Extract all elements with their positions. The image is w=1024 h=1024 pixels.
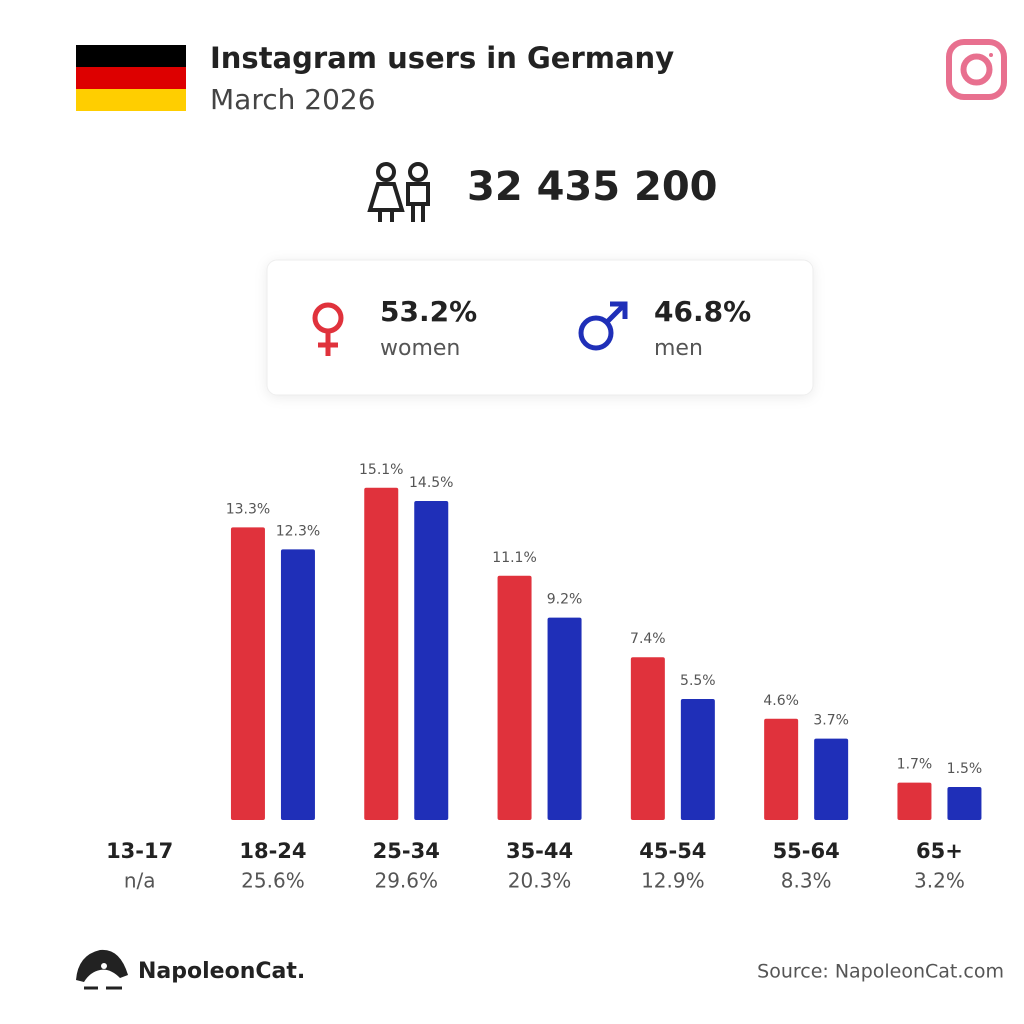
total-users: 32 435 200 [467,164,718,210]
bar [814,738,849,820]
category-label: 18-24 [239,839,306,863]
category-total: 25.6% [241,869,305,893]
women-share: 53.2% [380,295,477,328]
bar [947,787,982,820]
flag [76,45,186,111]
category-total: 12.9% [641,869,705,893]
category-label: 13-17 [106,839,173,863]
value-label: 9.2% [547,592,583,608]
users-icon [367,162,430,222]
value-label: 3.7% [813,713,849,729]
female-symbol [312,302,344,356]
male-symbol [578,301,628,351]
category-label: 65+ [916,839,963,863]
men-share: 46.8% [654,295,751,328]
gender-box [266,259,814,396]
category-total: 3.2% [914,869,965,893]
category-label: 45-54 [639,839,706,863]
subtitle: March 2026 [210,83,376,116]
bar [414,501,449,820]
women-label: women [380,336,460,361]
value-label: 15.1% [359,462,403,478]
category-total: 29.6% [374,869,438,893]
category-total: 8.3% [781,869,832,893]
source: Source: NapoleonCat.com [757,961,1004,983]
category-label: 35-44 [506,839,573,863]
bar [764,718,799,820]
value-label: 1.5% [947,761,983,777]
category-total: 20.3% [508,869,572,893]
bar [230,527,265,820]
value-label: 14.5% [409,475,453,491]
bar [680,699,715,820]
bar [547,617,582,820]
category-label: 55-64 [773,839,840,863]
title: Instagram users in Germany [210,41,674,75]
value-label: 11.1% [492,550,536,566]
bar [280,549,315,820]
bar [364,487,399,820]
category-label: 25-34 [373,839,440,863]
value-label: 12.3% [276,523,320,539]
value-label: 7.4% [630,631,666,647]
bar [897,782,932,820]
instagram-icon [946,39,1007,100]
bar [630,657,665,820]
value-label: 4.6% [763,693,799,709]
men-label: men [654,336,703,361]
value-label: 13.3% [226,501,270,517]
bar-chart: 13-17 n/a 18-24 25.6% 13.3% 12.3% 25-34 29.6% 15… [106,462,982,893]
napoleoncat-logo [76,949,128,990]
bar [497,575,532,820]
brand: NapoleonCat. [138,959,305,984]
value-label: 1.7% [897,757,933,773]
category-total: n/a [124,869,156,893]
value-label: 5.5% [680,673,716,689]
